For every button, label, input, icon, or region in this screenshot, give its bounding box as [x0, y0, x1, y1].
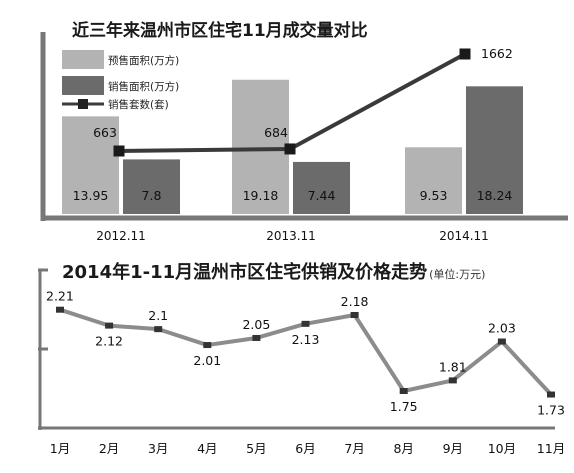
- bar-presale-1: [232, 79, 289, 215]
- price-label-8: 1.81: [439, 359, 467, 374]
- bar-label-sales-1: 7.44: [308, 188, 336, 203]
- bar-label-presale-1: 19.18: [243, 188, 279, 203]
- chart-1-bars: 13.95 7.8 19.18 7.44 9.53 18.24: [62, 79, 523, 215]
- chart-2-line: 2.21 2.12 2.1 2.01 2.05 2.13 2.18 1.75 1.81 2.03 1…: [46, 289, 565, 418]
- units-label-0: 663: [93, 125, 117, 140]
- bar-label-presale-0: 13.95: [73, 188, 109, 203]
- bar-label-presale-2: 9.53: [420, 188, 448, 203]
- bar-presale-0: [62, 116, 119, 214]
- chart-2-unit-note: (单位:万元): [429, 267, 485, 281]
- month-label-10: 11月: [537, 441, 565, 456]
- bar-label-sales-2: 18.24: [477, 188, 513, 203]
- month-label-9: 10月: [488, 441, 516, 456]
- price-marker-10: [547, 391, 555, 398]
- month-label-8: 9月: [443, 441, 463, 456]
- price-label-5: 2.13: [292, 332, 320, 347]
- bar-sales-1: [293, 161, 350, 214]
- bar-label-sales-0: 7.8: [142, 188, 162, 203]
- price-marker-0: [56, 306, 64, 313]
- chart-1-categories: 2012.11 2013.11 2014.11: [96, 229, 489, 243]
- month-label-0: 1月: [50, 441, 70, 456]
- price-label-3: 2.01: [193, 353, 221, 368]
- price-marker-6: [350, 312, 359, 318]
- chart-1-line: 663 684 1662: [93, 46, 513, 157]
- month-label-6: 7月: [344, 441, 364, 456]
- units-line: [118, 52, 466, 153]
- legend-label-units: 销售套数(套): [108, 98, 169, 111]
- price-marker-1: [105, 322, 114, 329]
- price-label-0: 2.21: [46, 289, 74, 304]
- price-marker-2: [154, 326, 163, 333]
- legend-marker-units: [78, 99, 88, 109]
- legend-label-sales: 销售面积(万方): [108, 80, 179, 93]
- units-marker-2: [459, 48, 471, 60]
- bar-presale-2: [405, 147, 462, 214]
- category-label-0: 2012.11: [96, 229, 146, 243]
- price-label-1: 2.12: [95, 334, 123, 349]
- chart-2-months: 1月 2月 3月 4月 5月 6月 7月 8月 9月 10月 11月: [50, 441, 565, 456]
- month-label-3: 4月: [197, 441, 217, 456]
- month-label-4: 5月: [246, 441, 266, 456]
- price-marker-8: [448, 377, 457, 384]
- bar-sales-2: [466, 86, 523, 214]
- price-label-4: 2.05: [242, 317, 270, 332]
- month-label-7: 8月: [393, 441, 413, 456]
- chart-1-title: 近三年来温州市区住宅11月成交量对比: [72, 20, 368, 41]
- chart-2-title-main: 2014年1-11月温州市区住宅供销及价格走势: [62, 261, 427, 283]
- chart-1: 近三年来温州市区住宅11月成交量对比 预售面积(万方) 销售面积(万方) 销售套…: [40, 20, 568, 243]
- chart-2-title: 2014年1-11月温州市区住宅供销及价格走势 (单位:万元): [62, 261, 485, 283]
- price-marker-3: [203, 342, 212, 349]
- category-label-2: 2014.11: [439, 229, 489, 243]
- bar-sales-0: [123, 159, 180, 214]
- legend-swatch-presale: [62, 50, 104, 69]
- price-marker-7: [399, 388, 408, 394]
- category-label-1: 2013.11: [266, 229, 316, 243]
- price-marker-4: [252, 334, 261, 341]
- legend-label-presale: 预售面积(万方): [108, 54, 179, 67]
- price-marker-5: [301, 320, 310, 327]
- month-label-5: 6月: [295, 441, 315, 456]
- chart-1-legend: 预售面积(万方) 销售面积(万方) 销售套数(套): [62, 50, 179, 111]
- units-label-2: 1662: [481, 46, 513, 61]
- chart-2: 2014年1-11月温州市区住宅供销及价格走势 (单位:万元) 2.212.122…: [38, 261, 565, 456]
- price-marker-9: [497, 338, 506, 345]
- price-label-9: 2.03: [488, 321, 516, 336]
- units-marker-0: [113, 145, 125, 157]
- price-label-7: 1.75: [390, 399, 418, 414]
- month-label-1: 2月: [99, 441, 119, 456]
- month-label-2: 3月: [148, 441, 168, 456]
- units-marker-1: [284, 143, 296, 155]
- units-label-1: 684: [264, 125, 288, 140]
- legend-swatch-sales: [62, 76, 104, 95]
- price-label-2: 2.1: [148, 308, 168, 323]
- price-label-6: 2.18: [341, 294, 369, 309]
- price-label-10: 1.73: [537, 403, 565, 418]
